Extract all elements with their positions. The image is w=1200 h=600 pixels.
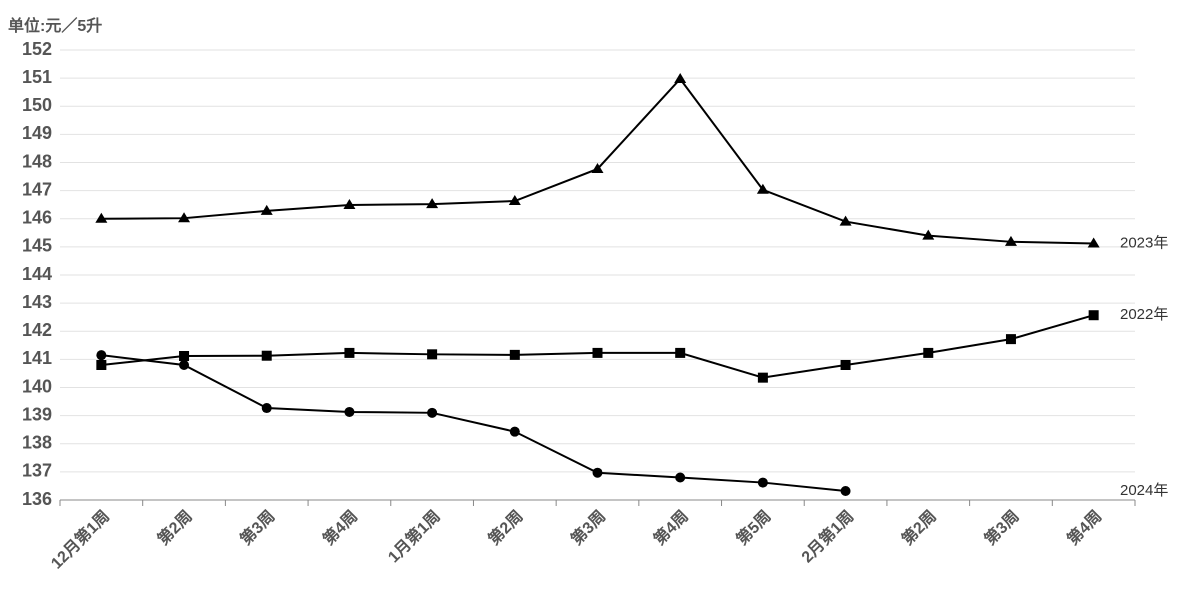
- point: [675, 472, 686, 483]
- point: [839, 215, 852, 226]
- x-tick-label: 1月第1周: [384, 506, 444, 566]
- point: [96, 350, 107, 361]
- x-tick-label: 第4周: [650, 506, 692, 548]
- y-tick-label: 151: [22, 67, 52, 87]
- point: [591, 162, 604, 173]
- point: [261, 403, 272, 414]
- x-tick-label: 第3周: [236, 506, 278, 548]
- x-tick-label: 第2周: [153, 506, 195, 548]
- point: [509, 349, 520, 360]
- y-axis-label: 单位:元／5升: [8, 16, 102, 35]
- x-tick-label: 第4周: [319, 506, 361, 548]
- y-tick-label: 148: [22, 151, 52, 171]
- point: [96, 360, 107, 370]
- y-tick-label: 146: [22, 208, 52, 228]
- x-tick-label: 第3周: [567, 506, 609, 548]
- point: [427, 407, 438, 418]
- y-tick-label: 145: [22, 236, 52, 256]
- x-tick-label: 第2周: [898, 506, 940, 548]
- y-tick-label: 138: [22, 433, 52, 453]
- x-tick-label: 第3周: [980, 506, 1022, 548]
- x-tick-label: 第2周: [484, 506, 526, 548]
- x-tick-label: 2月第1周: [797, 506, 857, 566]
- y-tick-label: 149: [22, 123, 52, 143]
- point: [592, 467, 603, 478]
- line: [101, 354, 846, 492]
- point: [757, 477, 768, 488]
- point: [343, 198, 356, 209]
- y-tick-label: 143: [22, 292, 52, 312]
- x-tick-label: 12月第1周: [47, 506, 113, 572]
- point: [426, 198, 439, 209]
- point: [178, 212, 191, 223]
- y-tick-label: 150: [22, 95, 52, 115]
- y-tick-label: 147: [22, 179, 52, 199]
- point: [922, 229, 935, 240]
- series-label: 2023年: [1120, 234, 1168, 251]
- y-tick-label: 144: [22, 264, 52, 284]
- y-tick-label: 137: [22, 461, 52, 481]
- point: [1087, 237, 1100, 248]
- point: [1004, 235, 1017, 246]
- x-tick-label: 第5周: [732, 506, 774, 548]
- point: [592, 347, 603, 358]
- y-tick-label: 140: [22, 376, 52, 396]
- y-tick-label: 141: [22, 348, 52, 368]
- x-tick-label: 第4周: [1063, 506, 1105, 548]
- point: [757, 372, 768, 383]
- point: [509, 426, 520, 437]
- point: [508, 195, 521, 206]
- point: [179, 351, 190, 361]
- point: [756, 183, 769, 194]
- point: [261, 350, 272, 361]
- y-tick-label: 152: [22, 39, 52, 59]
- point: [840, 486, 851, 496]
- series-label: 2022年: [1120, 306, 1168, 323]
- series-label: 2024年: [1120, 482, 1168, 499]
- y-tick-label: 142: [22, 320, 52, 340]
- point: [179, 360, 190, 370]
- point: [344, 406, 355, 417]
- point: [675, 347, 686, 358]
- point: [840, 360, 851, 370]
- point: [427, 349, 438, 360]
- y-tick-label: 136: [22, 489, 52, 509]
- point: [95, 212, 108, 223]
- y-tick-label: 139: [22, 404, 52, 424]
- point: [260, 204, 273, 215]
- point: [1005, 334, 1016, 345]
- point: [1088, 310, 1099, 321]
- line: [101, 314, 1094, 379]
- point: [344, 347, 355, 358]
- point: [923, 347, 934, 358]
- point: [674, 72, 687, 83]
